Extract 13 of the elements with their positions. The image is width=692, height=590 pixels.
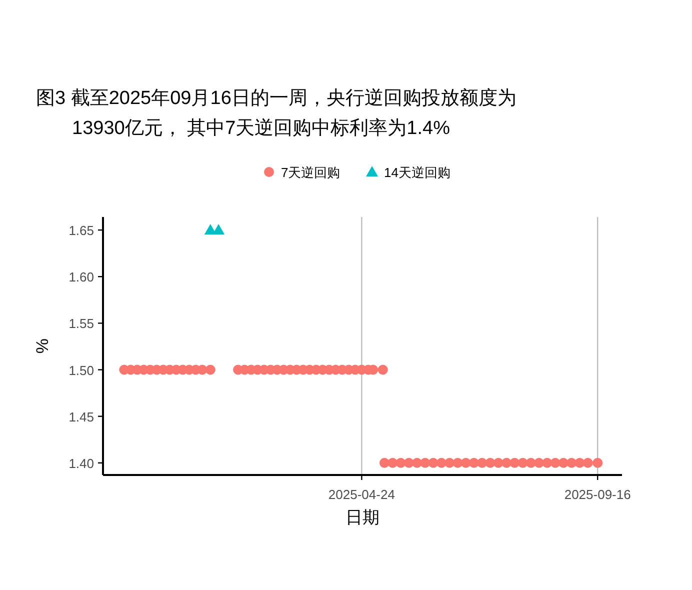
y-tick-label: 1.45 [68, 409, 94, 424]
y-tick-label: 1.55 [68, 316, 94, 332]
y-tick-label: 1.65 [68, 223, 94, 238]
y-tick-label: 1.40 [68, 456, 94, 471]
x-tick-label: 2025-04-24 [328, 487, 395, 502]
legend-label: 7天逆回购 [281, 165, 340, 180]
y-axis-title: % [33, 338, 52, 354]
chart-title: 图3 截至2025年09月16日的一周，央行逆回购投放额度为 13930亿元， 其中7天逆回购中标利率为1.4% [36, 87, 516, 139]
y-tick-label: 1.60 [68, 270, 94, 285]
x-tick-label: 2025-09-16 [564, 487, 631, 502]
legend-label: 14天逆回购 [384, 165, 450, 180]
x-axis-title: 日期 [346, 508, 380, 527]
y-tick-label: 1.50 [68, 362, 94, 378]
